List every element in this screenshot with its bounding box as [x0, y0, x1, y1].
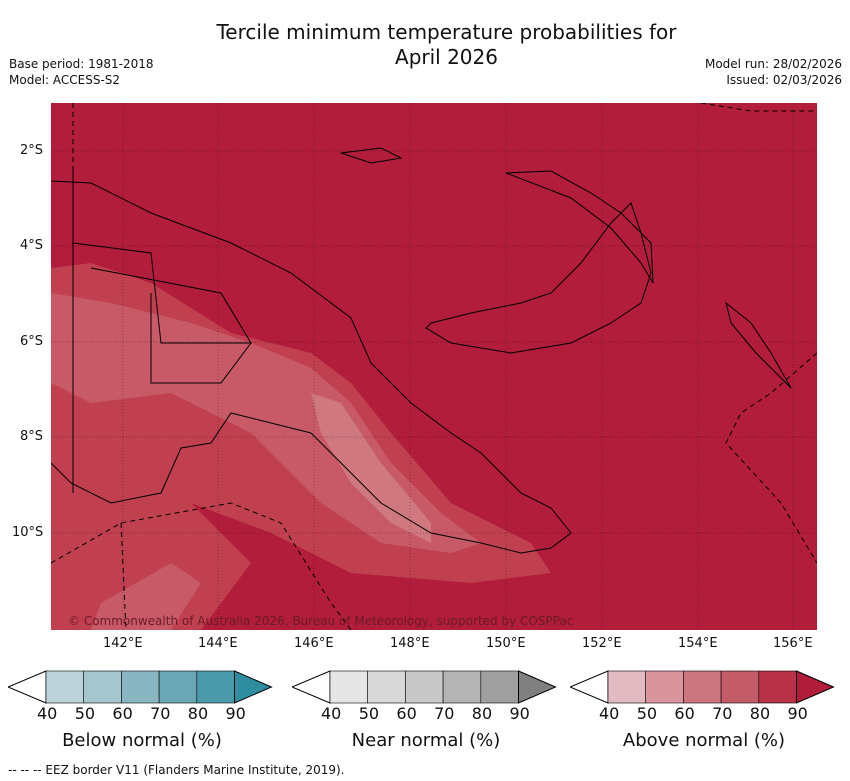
colorbar-tick: 70 [150, 704, 171, 723]
colorbar-tick: 60 [112, 704, 133, 723]
lon-tick: 146°E [294, 636, 334, 651]
colorbar-segment [367, 670, 406, 704]
colorbar-tick: 60 [396, 704, 417, 723]
colorbar-tick: 40 [599, 704, 620, 723]
colorbar-tick: 50 [74, 704, 96, 723]
lon-tick: 142°E [103, 636, 143, 651]
colorbar-segment [645, 670, 684, 704]
zone-60-70 [51, 293, 481, 630]
colorbar-tick: 90 [509, 704, 530, 723]
colorbar-segment [442, 670, 482, 704]
colorbar-segment [758, 670, 797, 704]
lon-tick: 156°E [773, 636, 813, 651]
colorbar-max-arrow [234, 670, 273, 704]
lon-tick: 150°E [486, 636, 526, 651]
probability-map [51, 103, 817, 630]
model-run: Model run: 28/02/2026 [704, 57, 842, 71]
graticule [51, 103, 817, 630]
colorbar-tick: 40 [321, 704, 342, 723]
colorbar-tick: 60 [674, 704, 695, 723]
colorbar-min-arrow [292, 670, 331, 704]
issued-date: Issued: 02/03/2026 [726, 73, 842, 87]
model-name: Model: ACCESS-S2 [9, 73, 121, 87]
lon-tick: 144°E [198, 636, 238, 651]
map-title: Tercile minimum temperature probabilitie… [0, 20, 850, 70]
colorbar-tick: 70 [712, 704, 733, 723]
colorbar-near [292, 670, 557, 704]
colorbar-segment [45, 670, 85, 704]
colorbar-tick: 90 [225, 704, 246, 723]
copyright: © Commonwealth of Australia 2026, Bureau… [68, 614, 574, 628]
colorbar-below [8, 670, 273, 704]
colorbar-segment [83, 670, 122, 704]
footer-note: -- -- -- EEZ border V11 (Flanders Marine… [8, 763, 345, 777]
colorbar-tick: 50 [636, 704, 658, 723]
base-period: Base period: 1981-2018 [9, 57, 154, 71]
colorbar-label: Near normal (%) [351, 730, 501, 751]
coastlines [51, 147, 792, 554]
colorbar-tick: 50 [358, 704, 380, 723]
colorbar-max-arrow [518, 670, 557, 704]
lon-tick: 152°E [582, 636, 622, 651]
colorbar-segment [329, 670, 369, 704]
colorbar-label: Above normal (%) [622, 730, 786, 751]
title-line-2: April 2026 [395, 45, 498, 69]
colorbar-segment [720, 670, 760, 704]
zone-50-60 [311, 393, 431, 543]
colorbar-tick: 70 [434, 704, 455, 723]
colorbar-segment [158, 670, 198, 704]
lon-tick: 148°E [390, 636, 430, 651]
colorbar-tick: 80 [471, 704, 493, 723]
colorbar-tick: 40 [37, 704, 58, 723]
colorbar-tick: 80 [749, 704, 771, 723]
lon-tick: 154°E [678, 636, 718, 651]
colorbar-segment [121, 670, 160, 704]
lat-tick: 4°S [20, 238, 44, 253]
lat-tick: 6°S [20, 334, 44, 349]
colorbar-segment [607, 670, 647, 704]
colorbar-min-arrow [570, 670, 609, 704]
colorbar-label: Below normal (%) [62, 730, 222, 751]
colorbar-min-arrow [8, 670, 47, 704]
colorbar-segment [683, 670, 722, 704]
colorbar-segment [405, 670, 444, 704]
title-line-1: Tercile minimum temperature probabilitie… [216, 20, 677, 44]
colorbar-segment [480, 670, 519, 704]
colorbar-above [570, 670, 835, 704]
lat-tick: 8°S [20, 429, 44, 444]
lat-tick: 2°S [20, 143, 44, 158]
colorbar-tick: 80 [187, 704, 209, 723]
colorbar-max-arrow [796, 670, 835, 704]
right-meta: Model run: 28/02/2026 Issued: 02/03/2026 [705, 56, 842, 88]
left-meta: Base period: 1981-2018 Model: ACCESS-S2 [9, 56, 154, 88]
colorbar-tick: 90 [787, 704, 808, 723]
eez-borders [51, 103, 817, 630]
colorbar-segment [196, 670, 235, 704]
lat-tick: 10°S [12, 525, 44, 540]
